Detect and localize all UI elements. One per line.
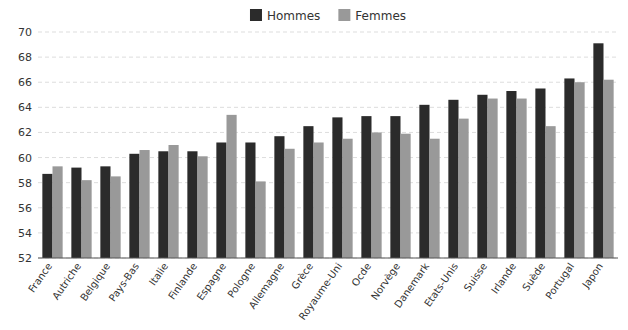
x-tick-label: Allemagne [247, 261, 287, 311]
x-tick-label: Grèce [289, 261, 315, 291]
legend-item: Hommes [250, 9, 320, 23]
legend-swatch [250, 9, 262, 21]
x-tick-label: Suisse [462, 261, 489, 294]
bar [42, 174, 52, 258]
bar [53, 166, 63, 258]
x-tick-label: Etats-Unis [422, 261, 460, 309]
y-tick-label: 56 [18, 202, 32, 215]
legend-label: Femmes [355, 9, 406, 23]
y-tick-label: 64 [18, 101, 32, 114]
y-tick-label: 68 [18, 51, 32, 64]
bar [575, 82, 585, 258]
grid-line [38, 232, 618, 233]
x-tick-label: Espagne [195, 261, 229, 302]
bar [361, 116, 371, 258]
grid-line [38, 57, 618, 58]
y-tick-label: 58 [18, 177, 32, 190]
y-tick-label: 62 [18, 126, 32, 139]
x-tick-label: Pologne [225, 261, 257, 300]
bar [593, 43, 603, 258]
bar [216, 142, 226, 258]
bar [274, 136, 284, 258]
grid-line [38, 157, 618, 158]
x-axis-line [38, 258, 618, 259]
legend-swatch [338, 9, 350, 21]
grid-line [38, 82, 618, 83]
x-tick-label: Pays-Bas [107, 261, 141, 304]
bar [372, 132, 382, 258]
bar [343, 139, 353, 258]
bar [390, 116, 400, 258]
grid-line [38, 107, 618, 108]
bar [477, 95, 487, 258]
x-axis: FranceAutricheBelgiquePays-BasItalieFinl… [26, 261, 605, 322]
bar [604, 80, 614, 258]
bar [517, 99, 527, 258]
legend-label: Hommes [267, 9, 320, 23]
bar [245, 142, 255, 258]
y-tick-label: 54 [18, 227, 32, 240]
y-tick-label: 66 [18, 76, 32, 89]
grid-line [38, 182, 618, 183]
bar [564, 78, 574, 258]
bar [71, 168, 81, 258]
grid-line [38, 32, 618, 33]
x-tick-label: Suède [520, 261, 547, 293]
bar [111, 176, 121, 258]
bar [419, 105, 429, 258]
grid-line [38, 258, 618, 259]
bar [100, 166, 110, 258]
bar [256, 181, 266, 258]
chart-container: 52545658606264666870FranceAutricheBelgiq… [0, 0, 628, 330]
bar [506, 91, 516, 258]
bar [332, 117, 342, 258]
bar [430, 139, 440, 258]
y-tick-label: 52 [18, 252, 32, 265]
y-axis: 52 54 56 58 60 62 64 66 68 70 [18, 26, 32, 265]
bar [459, 119, 469, 258]
bar [488, 99, 498, 258]
bar [169, 145, 179, 258]
bar [82, 180, 92, 258]
bar [401, 134, 411, 258]
bar [187, 151, 197, 258]
bar [535, 89, 545, 259]
legend-item: Femmes [338, 9, 406, 23]
bar [448, 100, 458, 258]
x-tick-label: Portugal [543, 261, 576, 301]
bar [227, 115, 237, 258]
grid [38, 32, 618, 258]
bar [285, 149, 295, 258]
y-tick-label: 70 [18, 26, 32, 39]
grid-line [38, 207, 618, 208]
legend: Hommes Femmes [250, 9, 406, 23]
bar [129, 154, 139, 258]
grid-line [38, 132, 618, 133]
bar [158, 151, 168, 258]
chart: 52545658606264666870FranceAutricheBelgiq… [0, 0, 628, 330]
x-tick-label: Italie [147, 261, 170, 288]
x-tick-label: Japon [580, 261, 606, 291]
bar [140, 150, 150, 258]
x-tick-label: Ocde [349, 261, 373, 289]
bar [198, 156, 208, 258]
x-tick-label: Irlande [489, 261, 518, 296]
bar [546, 126, 556, 258]
bar [303, 126, 313, 258]
x-tick-label: France [26, 261, 54, 295]
bars [42, 43, 613, 258]
bar [314, 142, 324, 258]
y-tick-label: 60 [18, 152, 32, 165]
x-tick-label: Royaume-Uni [297, 261, 344, 322]
